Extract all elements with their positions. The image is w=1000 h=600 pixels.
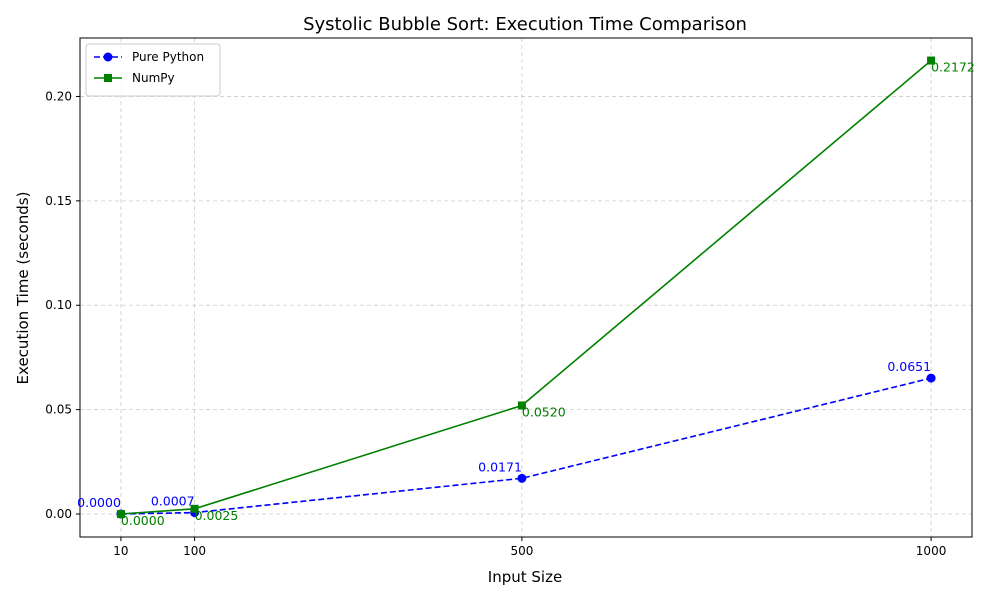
numpy-legend-label: NumPy xyxy=(132,71,175,85)
y-axis-ticks: 0.00 0.05 0.10 0.15 0.20 xyxy=(45,89,80,521)
x-tick-label: 10 xyxy=(113,544,128,558)
x-tick-label: 500 xyxy=(510,544,533,558)
numpy-data-label: 0.0025 xyxy=(195,508,239,523)
pure-python-data-label: 0.0000 xyxy=(77,495,121,510)
pure-python-data-label: 0.0651 xyxy=(887,359,931,374)
y-tick-label: 0.20 xyxy=(45,89,72,103)
pure-python-data-point xyxy=(926,373,936,383)
y-tick-label: 0.00 xyxy=(45,507,72,521)
numpy-data-point xyxy=(190,504,199,513)
x-axis-ticks: 10 100 500 1000 xyxy=(113,537,946,558)
grid-lines xyxy=(80,38,972,537)
y-axis-label: Execution Time (seconds) xyxy=(14,192,32,385)
series-layer xyxy=(116,56,936,519)
numpy-data-label: 0.0000 xyxy=(121,513,165,528)
x-axis-label: Input Size xyxy=(488,568,562,586)
numpy-series-line xyxy=(120,59,932,515)
pure-python-series-line xyxy=(120,377,932,515)
numpy-data-label: 0.0520 xyxy=(522,404,566,419)
plot-area-frame xyxy=(79,37,973,538)
pure-python-data-label: 0.0171 xyxy=(478,459,522,474)
data-labels-layer: 0.0000 0.0007 0.0171 0.0651 0.0000 0.0025 0.05… xyxy=(77,60,975,528)
pure-python-legend-marker xyxy=(103,52,113,62)
x-tick-label: 1000 xyxy=(916,544,947,558)
y-tick-label: 0.05 xyxy=(45,403,72,417)
numpy-data-point xyxy=(927,56,936,65)
y-tick-label: 0.15 xyxy=(45,194,72,208)
pure-python-legend-label: Pure Python xyxy=(132,50,204,64)
legend: Pure Python NumPy xyxy=(85,43,221,97)
numpy-data-point xyxy=(517,401,526,410)
y-tick-label: 0.10 xyxy=(45,298,72,312)
numpy-data-point xyxy=(116,510,125,519)
legend-box xyxy=(85,43,221,97)
pure-python-data-point xyxy=(517,473,527,483)
numpy-data-label: 0.2172 xyxy=(931,60,975,75)
x-tick-label: 100 xyxy=(183,544,206,558)
chart-title: Systolic Bubble Sort: Execution Time Com… xyxy=(303,14,747,35)
pure-python-data-label: 0.0007 xyxy=(151,494,195,509)
numpy-legend-marker xyxy=(104,74,112,82)
